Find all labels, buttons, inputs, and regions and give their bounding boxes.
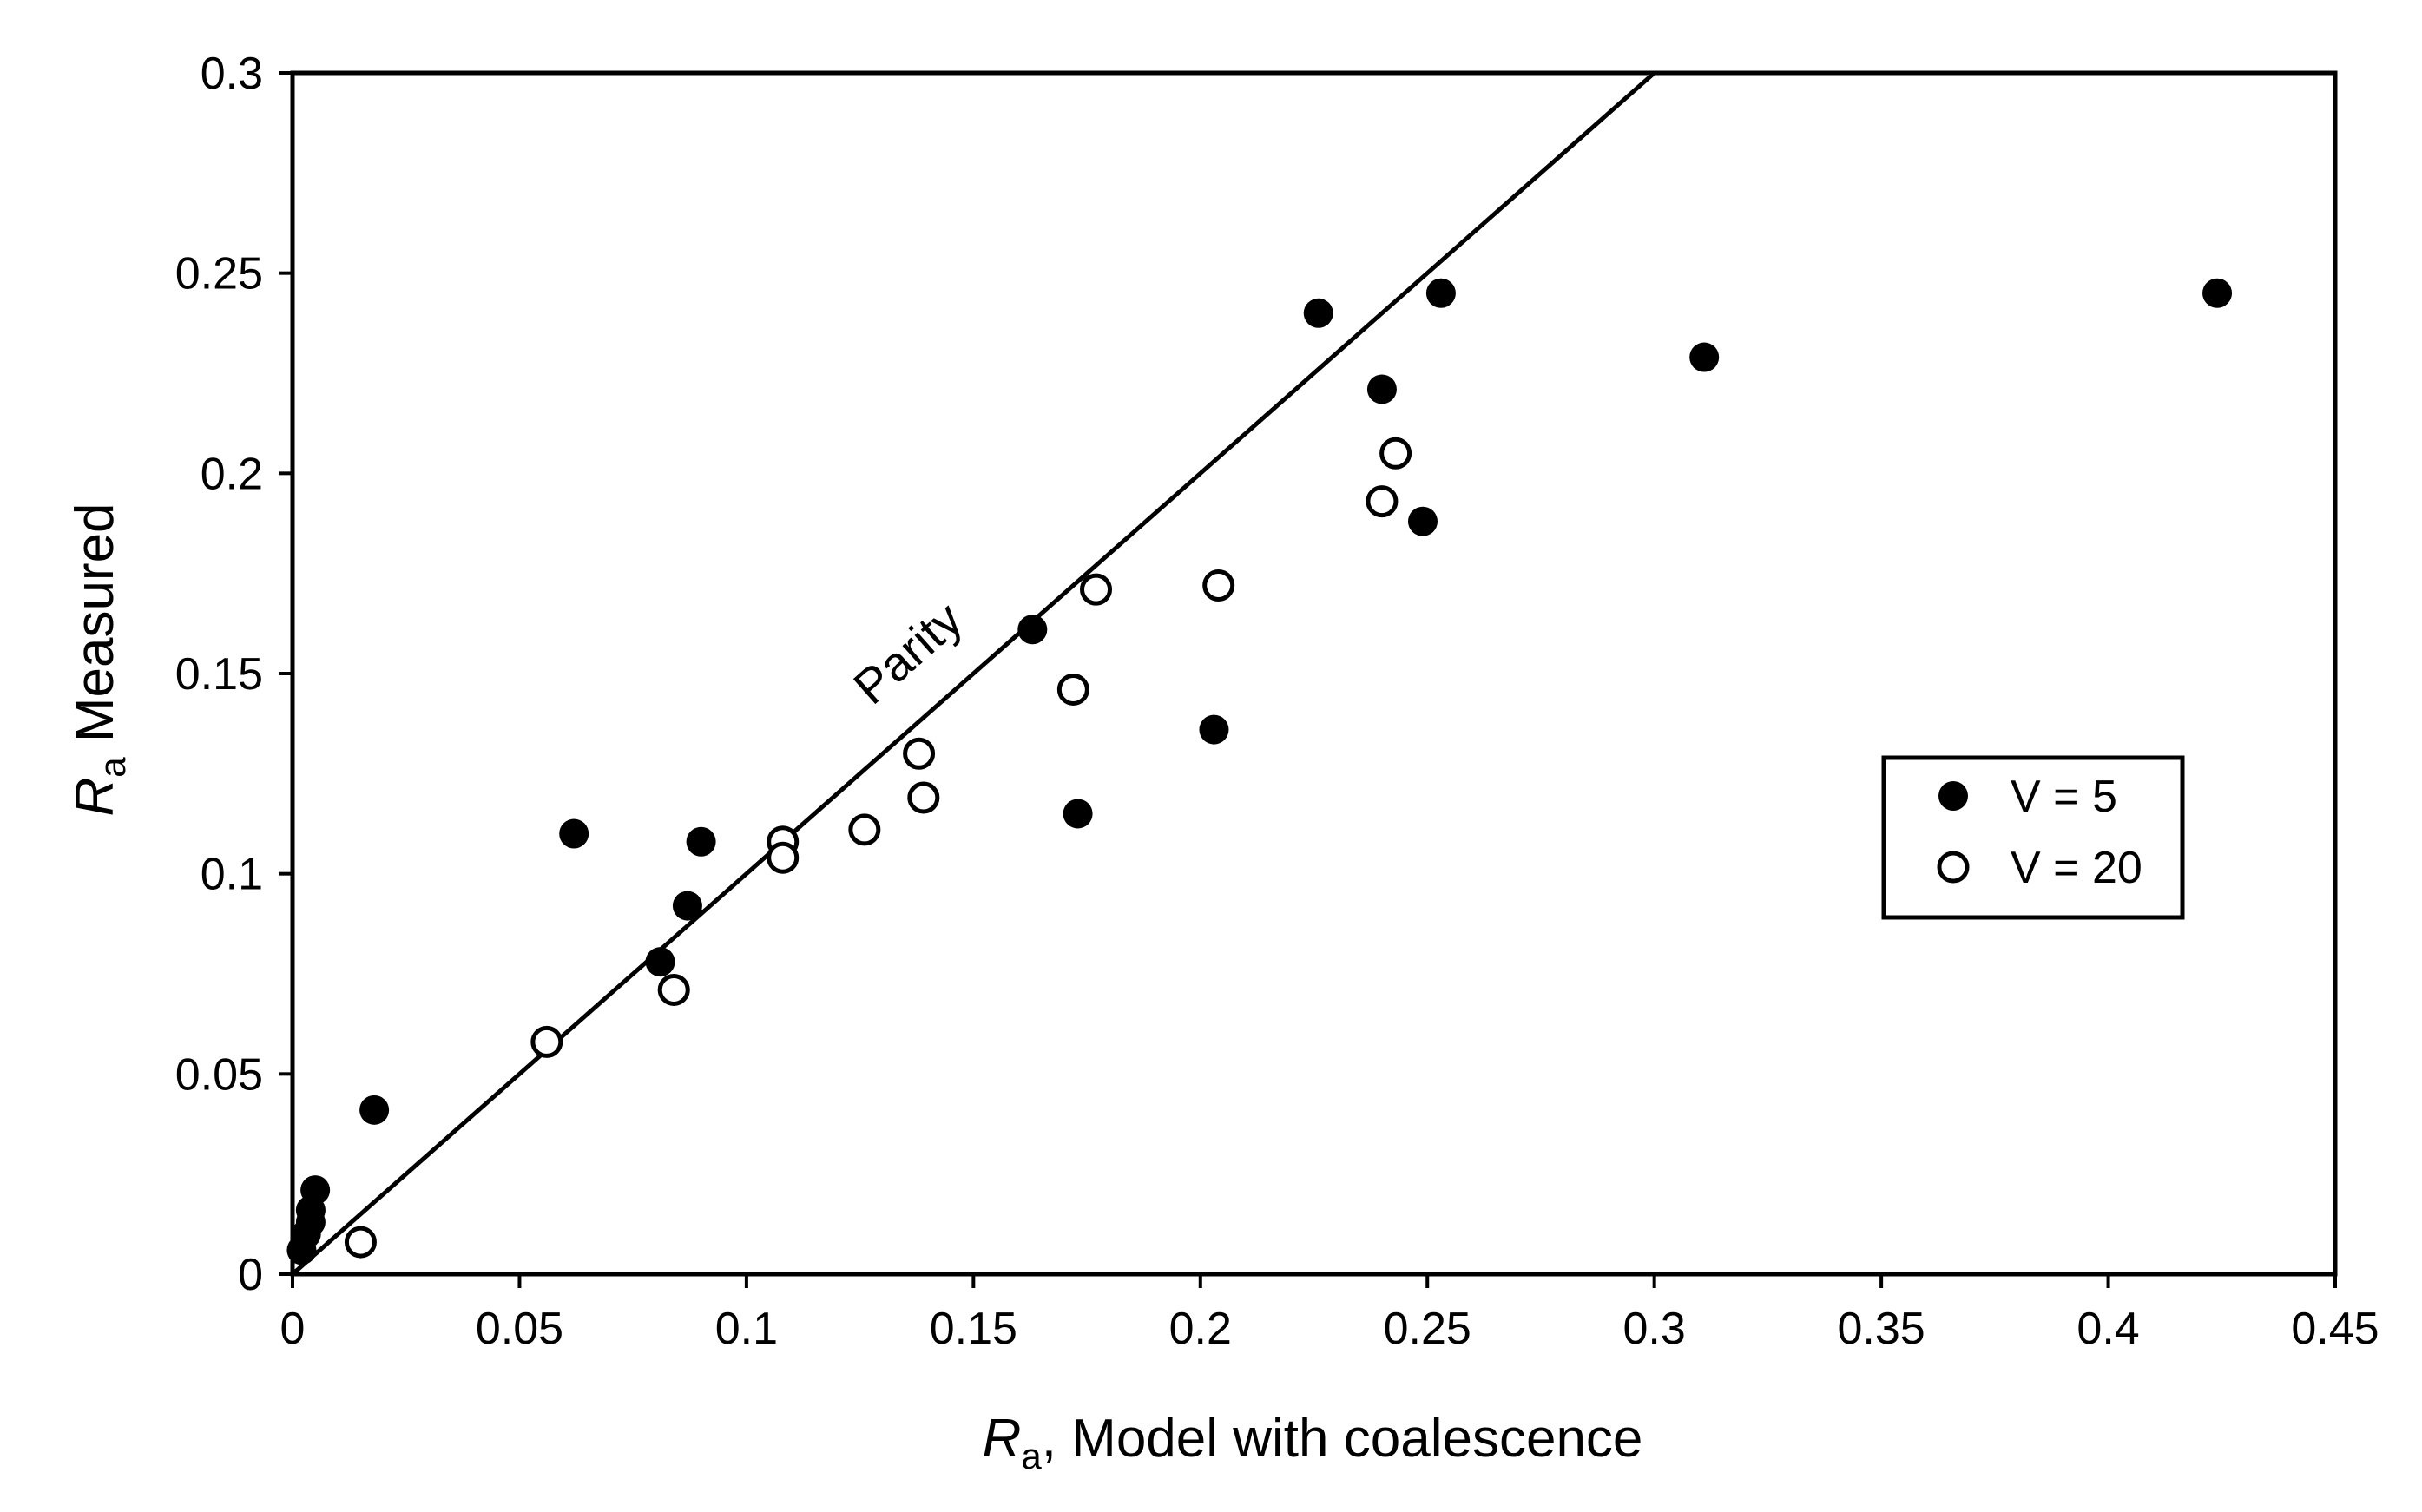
x-tick-label: 0.35 <box>1838 1304 1925 1354</box>
legend-label-v20: V = 20 <box>2011 843 2142 893</box>
y-tick-label: 0.3 <box>201 49 263 99</box>
data-point-v20 <box>1080 573 1113 606</box>
plot-frame <box>290 70 2338 1277</box>
y-tick-label: 0.25 <box>175 249 263 299</box>
y-tick-label: 0 <box>238 1250 263 1300</box>
data-point-v5 <box>1425 278 1456 308</box>
y-axis-title: Ra Measured <box>65 503 133 816</box>
data-point-v5 <box>2202 278 2233 308</box>
data-point-v5 <box>359 1095 390 1125</box>
data-point-v5 <box>1689 342 1720 372</box>
x-tick-label: 0 <box>280 1304 306 1354</box>
x-tick-label: 0.2 <box>1169 1304 1232 1354</box>
data-point-v20 <box>907 781 940 814</box>
data-point-v5 <box>1199 714 1229 745</box>
parity-line <box>291 71 1656 1276</box>
x-tick-label: 0.4 <box>2076 1304 2139 1354</box>
data-point-v20 <box>848 813 881 846</box>
data-point-v20 <box>767 841 800 874</box>
data-point-v5 <box>672 891 702 921</box>
data-point-v5 <box>1407 506 1438 536</box>
data-point-v20 <box>1056 673 1089 706</box>
data-point-v20 <box>903 737 936 770</box>
y-tick-label: 0.15 <box>175 649 263 700</box>
parity-label: Parity <box>843 591 972 714</box>
legend: V = 5 V = 20 <box>1881 755 2185 920</box>
y-tick-label: 0.2 <box>201 449 263 499</box>
x-tick-label: 0.05 <box>476 1304 563 1354</box>
x-tick-label: 0.1 <box>715 1304 778 1354</box>
data-point-v20 <box>344 1226 377 1259</box>
data-point-v20 <box>657 973 690 1006</box>
data-point-v5 <box>1303 298 1333 328</box>
x-tick-label: 0.45 <box>2291 1304 2379 1354</box>
x-tick-label: 0.3 <box>1623 1304 1686 1354</box>
parity-line-group: Parity <box>291 71 1656 1276</box>
data-point-v5 <box>1063 799 1093 829</box>
data-point-v5 <box>645 947 675 977</box>
data-point-v5 <box>559 818 589 849</box>
data-point-v20 <box>1202 569 1235 602</box>
y-tick-label: 0.1 <box>201 850 263 900</box>
y-tick-label: 0.05 <box>175 1049 263 1100</box>
data-point-v20 <box>1366 485 1399 518</box>
data-point-v5 <box>300 1175 331 1206</box>
data-point-v5 <box>1017 615 1048 645</box>
legend-marker-filled-icon <box>1938 781 1968 811</box>
data-point-v20 <box>1379 437 1412 470</box>
x-axis-title: Ra, Model with coalescence <box>983 1409 1643 1476</box>
data-points-group <box>286 278 2233 1265</box>
legend-box <box>1881 755 2185 920</box>
data-point-v20 <box>530 1025 563 1058</box>
x-tick-label: 0.25 <box>1384 1304 1471 1354</box>
legend-marker-open-icon <box>1937 851 1970 884</box>
legend-label-v5: V = 5 <box>2011 772 2117 822</box>
plot-area-border <box>290 70 2338 1277</box>
data-point-v5 <box>686 826 716 857</box>
x-tick-label: 0.15 <box>930 1304 1017 1354</box>
data-point-v5 <box>1366 374 1397 404</box>
axis-ticks-group: 0 0.05 0.1 0.15 0.2 0.25 0.3 0.35 0.4 0.45 0 0.05 0.… <box>175 49 2379 1354</box>
